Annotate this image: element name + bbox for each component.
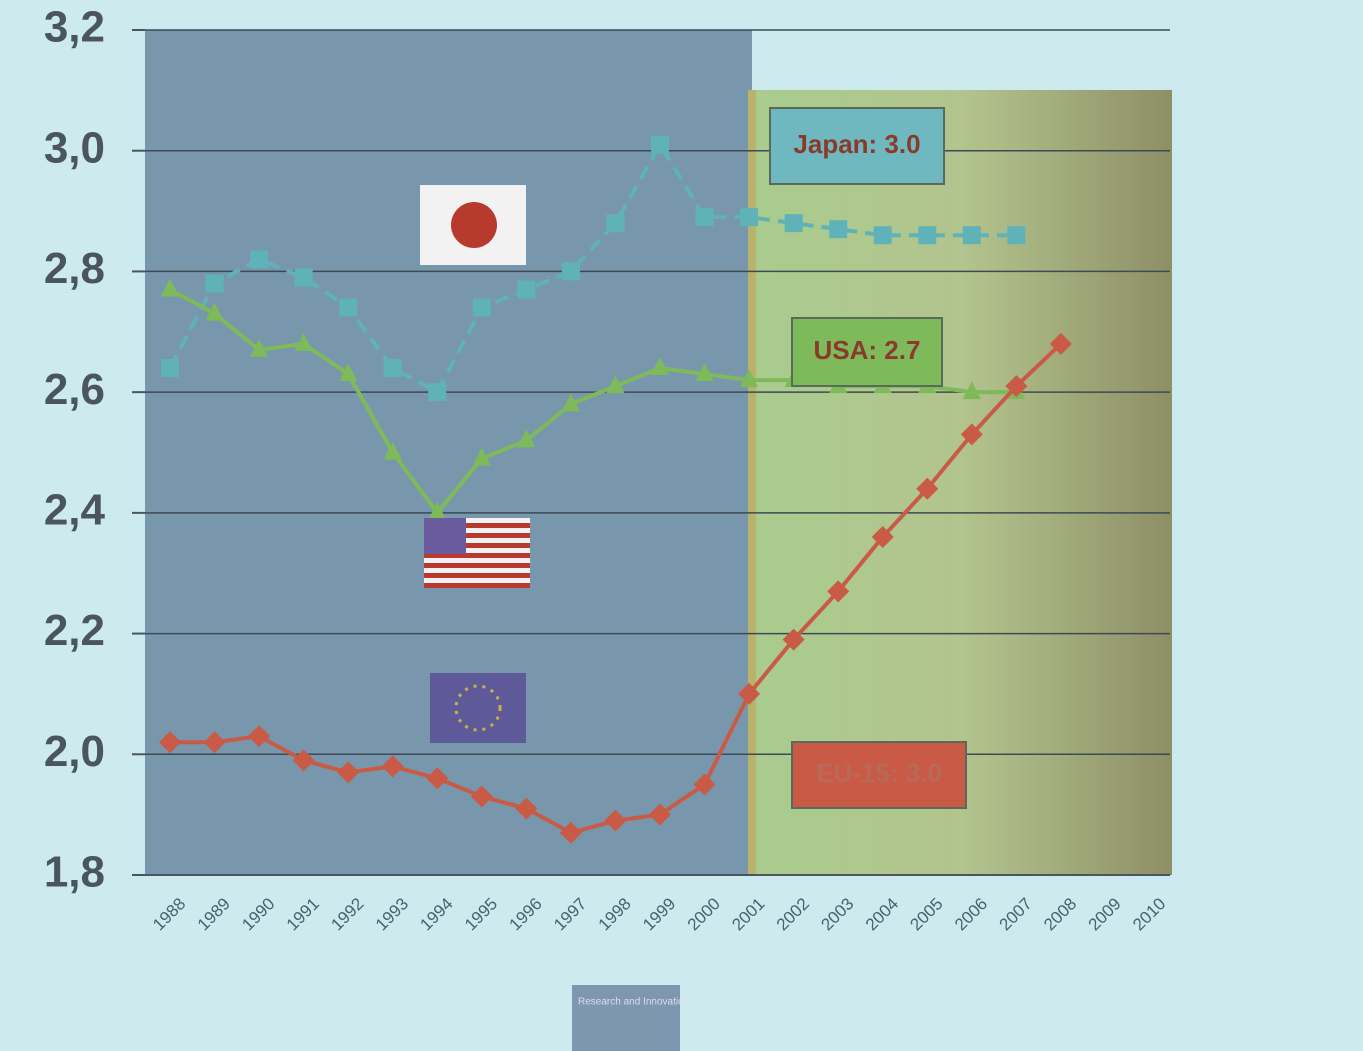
- marker: [206, 275, 224, 293]
- marker: [161, 359, 179, 377]
- marker: [829, 220, 847, 238]
- x-tick-label: 1989: [194, 894, 234, 934]
- marker: [562, 262, 580, 280]
- marker: [473, 299, 491, 317]
- annotation: Japan: 3.0: [793, 129, 920, 159]
- marker: [696, 208, 714, 226]
- x-tick-label: 2007: [996, 894, 1036, 934]
- x-tick-label: 2002: [773, 894, 813, 934]
- x-tick-label: 1988: [149, 894, 189, 934]
- marker: [785, 214, 803, 232]
- x-tick-label: 1995: [461, 894, 501, 934]
- x-tick-label: 1992: [327, 894, 367, 934]
- chart: Research and Innovation 1,8 2,0 2,2 2,4 2,6 2…: [0, 0, 1363, 1051]
- x-tick-label: 2006: [951, 894, 991, 934]
- y-tick-label: 3,0: [44, 123, 105, 172]
- usa-flag: [424, 518, 530, 588]
- y-tick-label: 1,8: [44, 848, 105, 897]
- marker: [250, 250, 268, 268]
- x-tick-label: 2004: [862, 894, 902, 934]
- x-tick-label: 2001: [728, 894, 768, 934]
- x-tick-label: 1991: [283, 894, 323, 934]
- marker: [295, 268, 313, 286]
- x-tick-label: 2008: [1040, 894, 1080, 934]
- x-tick-label: 2009: [1085, 894, 1125, 934]
- x-tick-label: 1997: [550, 894, 590, 934]
- x-tick-label: 2010: [1129, 894, 1169, 934]
- marker: [1007, 226, 1025, 244]
- japan-flag: [420, 185, 526, 265]
- marker: [740, 208, 758, 226]
- x-tick-label: 1994: [416, 894, 456, 934]
- x-tick-label: 1990: [238, 894, 278, 934]
- x-tick-label: 1993: [372, 894, 412, 934]
- y-tick-label: 2,6: [44, 365, 105, 414]
- marker: [651, 136, 669, 154]
- footer-box: [572, 985, 680, 1051]
- footer: Research and Innovation: [578, 997, 689, 1008]
- y-tick-label: 3,2: [44, 3, 105, 52]
- x-tick-label: 1998: [595, 894, 635, 934]
- y-tick-label: 2,8: [44, 244, 105, 293]
- marker: [606, 214, 624, 232]
- marker: [428, 383, 446, 401]
- x-tick-label: 1996: [506, 894, 546, 934]
- past-panel: [145, 30, 752, 875]
- marker: [874, 226, 892, 244]
- annotation: USA: 2.7: [814, 335, 921, 365]
- page: Research and Innovation 1,8 2,0 2,2 2,4 2,6 2…: [0, 0, 1363, 1051]
- marker: [918, 226, 936, 244]
- y-tick-label: 2,0: [44, 727, 105, 776]
- annotation: EU-15: 3.0: [816, 758, 942, 788]
- marker: [384, 359, 402, 377]
- marker: [517, 281, 535, 299]
- marker: [339, 299, 357, 317]
- x-tick-label: 2003: [817, 894, 857, 934]
- eu-flag: [430, 673, 526, 743]
- y-tick-label: 2,4: [44, 485, 106, 534]
- x-tick-label: 2000: [684, 894, 724, 934]
- x-tick-label: 2005: [906, 894, 946, 934]
- y-tick-label: 2,2: [44, 606, 105, 655]
- marker: [963, 226, 981, 244]
- x-tick-label: 1999: [639, 894, 679, 934]
